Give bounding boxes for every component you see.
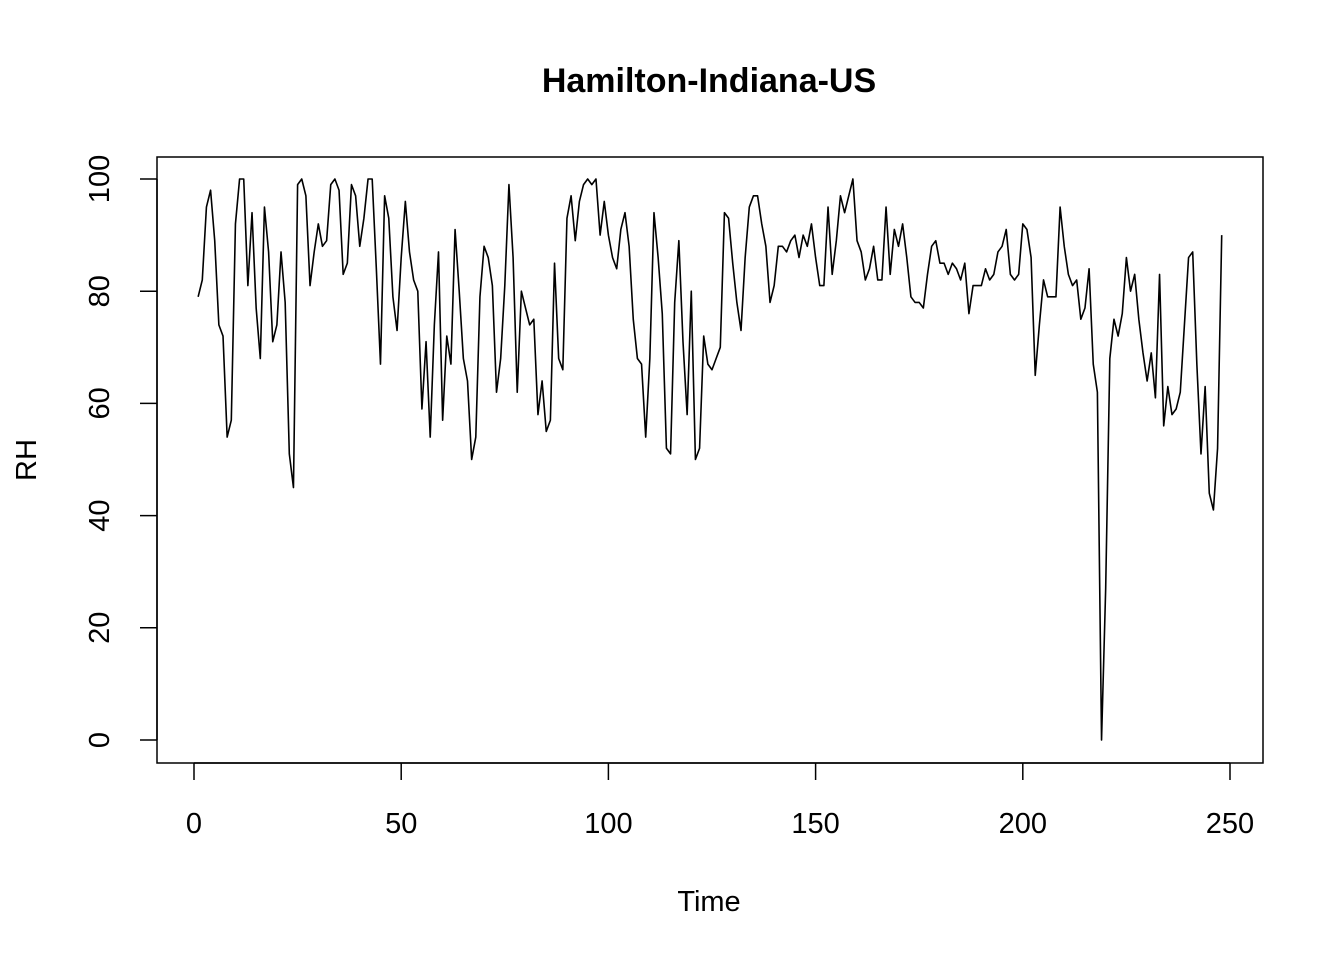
plot-frame: [156, 156, 1264, 764]
x-axis-label: Time: [677, 886, 740, 918]
x-tick-label: 100: [584, 808, 632, 840]
y-axis: 0 20 40 60 80 100: [84, 155, 158, 748]
y-tick-label: 0: [84, 732, 116, 748]
chart-title: Hamilton-Indiana-US: [542, 62, 876, 100]
x-tick-label: 50: [385, 808, 417, 840]
y-tick-label: 20: [84, 612, 116, 644]
y-tick-label: 80: [84, 275, 116, 307]
x-axis: 0 50 100 150 200 250: [186, 762, 1254, 840]
x-tick-label: 150: [791, 808, 839, 840]
series-rh: [197, 178, 1223, 741]
x-tick-label: 200: [999, 808, 1047, 840]
series-line: [197, 178, 1223, 741]
x-tick-label: 0: [186, 808, 202, 840]
y-axis-label: RH: [11, 439, 43, 481]
y-tick-label: 60: [84, 387, 116, 419]
x-tick-label: 250: [1206, 808, 1254, 840]
y-tick-label: 40: [84, 499, 116, 531]
y-tick-label: 100: [84, 155, 116, 203]
